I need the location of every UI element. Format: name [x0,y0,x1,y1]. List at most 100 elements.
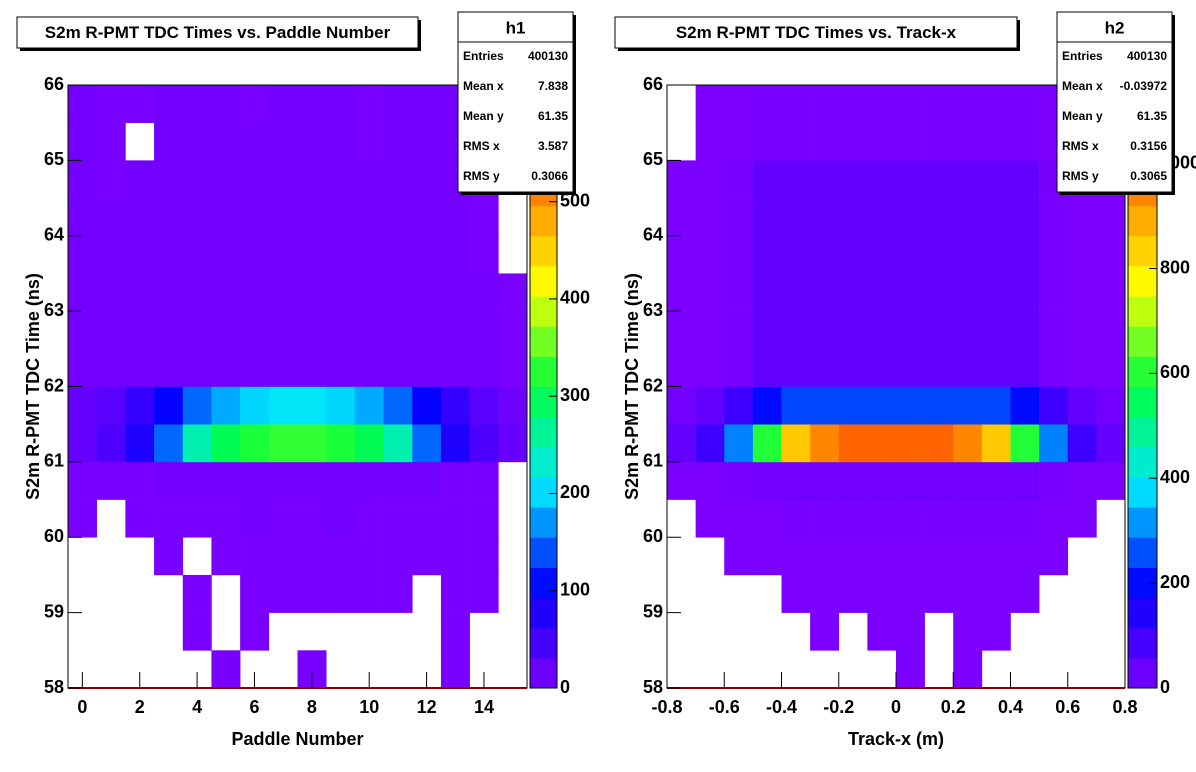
heat-cell [182,574,212,613]
heat-cell [838,311,868,350]
heat-cell [724,235,754,274]
colorbar-step [530,326,557,357]
heat-cell [981,424,1011,463]
heat-cell [125,348,155,387]
heat-cell [896,235,925,274]
z-tick-label: 200 [560,482,590,502]
heat-cell [1096,461,1126,500]
colorbar-step [1128,657,1157,689]
heat-cell [667,273,696,312]
heat-cell [781,122,811,161]
heat-cell [154,235,184,274]
heat-cell [125,424,155,463]
colorbar-step [1128,205,1157,237]
stats-label: Mean y [463,109,504,123]
y-tick-label: 64 [44,225,64,245]
heat-cell [867,499,897,538]
heat-cell [981,574,1011,613]
heat-cell [297,499,327,538]
y-axis-label: S2m R-PMT TDC Time (ns) [23,273,43,500]
heat-cell [211,235,241,274]
colorbar-step [1128,597,1157,629]
heat-cell [867,424,897,463]
heat-cell [297,461,327,500]
heat-cell [469,198,499,237]
heat-cell [896,198,925,237]
heat-cell [68,499,97,538]
heat-cell [781,273,811,312]
heat-cell [125,386,155,425]
heat-cell [326,160,356,199]
heat-cell [182,311,212,350]
stats-box [457,11,574,193]
heat-cell [68,235,97,274]
z-tick-label: 600 [1160,362,1190,382]
heat-cell [412,235,442,274]
stats-label: Entries [463,49,504,63]
heat-cell [781,461,811,500]
heat-cell [297,311,327,350]
heat-cell [96,198,126,237]
heat-cell [724,160,754,199]
heat-cell [1039,461,1069,500]
heat-cell [326,235,356,274]
heat-cell [838,122,868,161]
heat-cell [412,122,442,161]
heat-cell [297,386,327,425]
heat-cell [781,198,811,237]
heat-cell [724,122,754,161]
z-tick-label: 400 [560,288,590,308]
z-tick-label: 800 [1160,257,1190,277]
heat-cell [896,461,925,500]
heat-cell [211,273,241,312]
heat-cell [154,198,184,237]
stats-value: 0.3066 [531,169,568,183]
heat-cell [240,424,270,463]
x-tick-label: 0 [77,697,87,717]
heat-cell [211,348,241,387]
heat-cell [724,537,754,576]
heat-cell [268,273,298,312]
heat-cell [182,273,212,312]
x-tick-label: 0.2 [941,697,966,717]
stats-title: h1 [506,18,526,37]
heat-cell [412,273,442,312]
heat-cell [953,348,983,387]
z-tick-label: 200 [1160,572,1190,592]
heat-cell [182,85,212,123]
heat-cell [752,424,782,463]
heat-cell [68,461,97,500]
heat-cell [96,273,126,312]
colorbar-step [530,416,557,448]
colorbar-step [530,657,557,689]
colorbar-step [1128,235,1157,267]
heat-cell [469,537,499,576]
y-tick-label: 66 [643,74,663,94]
heat-cell [211,386,241,425]
heat-cell [469,499,499,538]
heat-cell [297,198,327,237]
heat-cell [867,386,897,425]
z-tick-label: 0 [560,677,570,697]
heat-cell [440,461,470,500]
heat-cell [896,424,925,463]
x-axis-label: Track-x (m) [848,729,944,749]
heat-cell [867,612,897,651]
x-tick-label: -0.8 [651,697,682,717]
colorbar-step [1128,476,1157,508]
heat-cell [469,311,499,350]
heat-cell [1010,160,1040,199]
heat-cell [326,461,356,500]
heat-cell [297,424,327,463]
y-tick-label: 65 [44,149,64,169]
heat-cell [96,160,126,199]
heat-cell [695,273,725,312]
heat-cell [867,198,897,237]
heat-cell [96,386,126,425]
colorbar-step [530,356,557,387]
heat-cell [354,574,384,613]
heat-cell [383,160,413,199]
y-tick-label: 62 [44,375,64,395]
heat-cell [867,273,897,312]
heat-cell [1096,273,1126,312]
